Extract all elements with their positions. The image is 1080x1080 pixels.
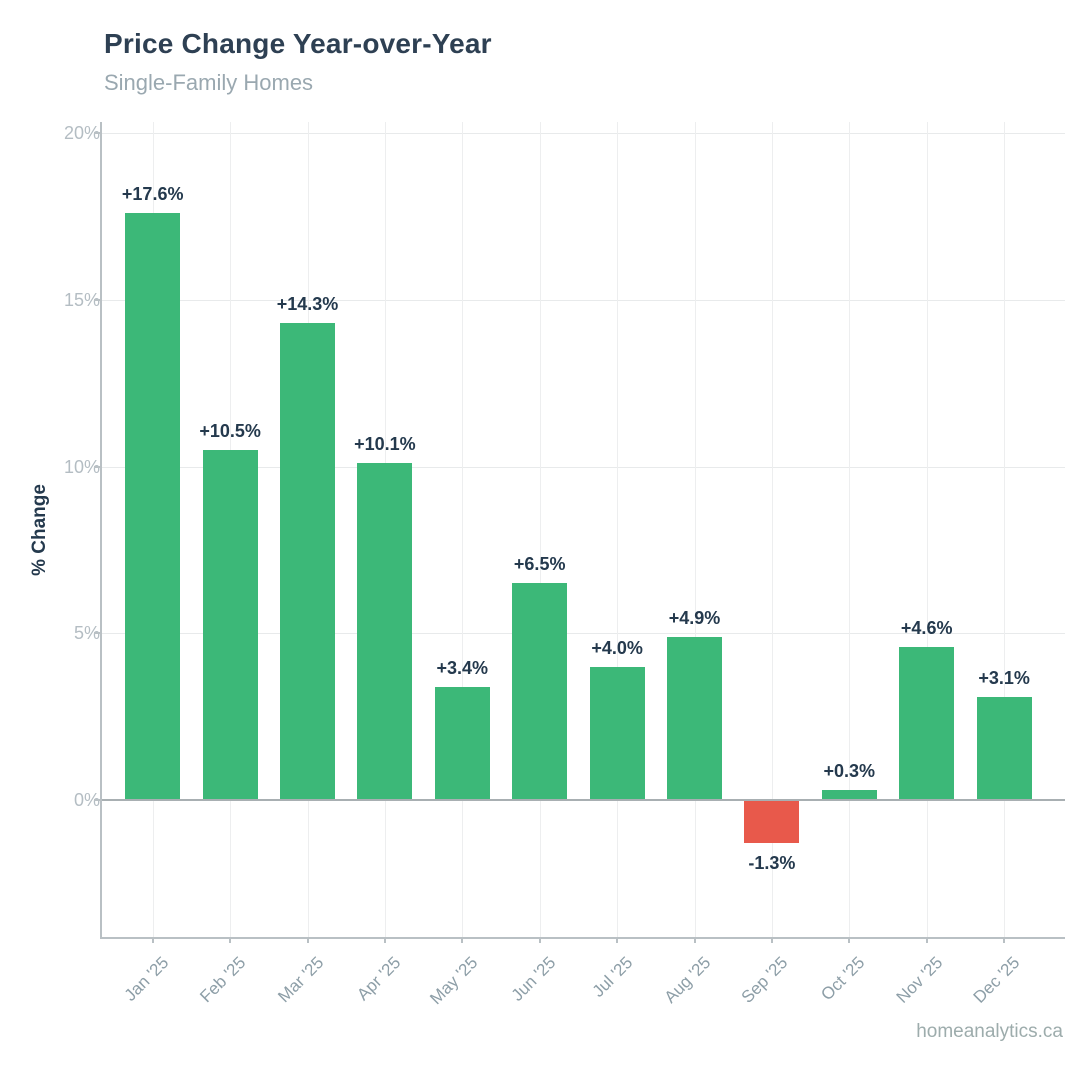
v-gridline — [1004, 122, 1006, 937]
bar-value-label: +6.5% — [513, 554, 566, 575]
x-tick-mark — [616, 937, 619, 943]
x-tick-mark — [925, 937, 928, 943]
v-gridline — [926, 122, 928, 937]
bar-value-label: +4.6% — [900, 617, 953, 638]
bar — [976, 696, 1032, 800]
bar — [357, 463, 413, 800]
bar — [667, 636, 722, 800]
bar — [899, 646, 955, 800]
zero-line — [102, 799, 1065, 801]
y-tick-label: 20% — [63, 123, 100, 143]
x-tick-mark — [229, 937, 232, 943]
x-tick-mark — [538, 937, 541, 943]
bar — [125, 213, 181, 800]
x-tick-mark — [306, 937, 309, 943]
bar-value-label: +14.3% — [276, 294, 339, 315]
x-tick-label: Apr '25 — [353, 953, 405, 1005]
bar-value-label: +17.6% — [121, 184, 184, 205]
y-tick-mark — [94, 632, 100, 635]
x-tick-mark — [770, 937, 773, 943]
brand-watermark: homeanalytics.ca — [916, 1021, 1063, 1042]
y-axis-title: % Change — [29, 484, 50, 576]
y-tick-label: 0% — [73, 790, 100, 810]
plot-area: 20% 15% 10% 5% 0% +17.6% Jan '25 +10.5% Feb '25 +… — [64, 122, 1065, 1008]
y-tick-mark — [94, 132, 100, 134]
h-gridline — [102, 466, 1065, 468]
x-tick-mark — [1003, 937, 1006, 943]
x-tick-mark — [151, 937, 154, 943]
x-tick-label: Jul '25 — [588, 953, 637, 1001]
bar-value-label: +4.0% — [591, 637, 643, 658]
h-gridline — [102, 633, 1065, 635]
y-tick-mark — [94, 465, 100, 468]
bar-value-label: +3.4% — [436, 657, 489, 678]
bar — [821, 789, 877, 800]
v-gridline — [849, 122, 851, 937]
h-gridline — [102, 299, 1065, 301]
y-tick-label: 10% — [63, 456, 100, 477]
chart-title: Price Change Year-over-Year — [104, 28, 492, 59]
y-tick-mark — [94, 799, 100, 801]
chart-subtitle: Single-Family Homes — [104, 70, 314, 95]
bar-value-label: +4.9% — [668, 607, 721, 628]
y-tick-mark — [94, 298, 100, 301]
bar-value-label: +10.5% — [199, 420, 261, 441]
x-tick-label: Feb '25 — [196, 953, 250, 1007]
bar — [202, 449, 258, 800]
v-gridline — [694, 122, 696, 937]
bar-value-label: -1.3% — [748, 853, 796, 874]
bar-value-label: +10.1% — [354, 434, 416, 455]
y-tick-label: 15% — [63, 289, 100, 310]
x-tick-mark — [383, 937, 386, 943]
bar — [434, 686, 490, 800]
x-tick-label: Oct '25 — [817, 953, 869, 1005]
bar-value-label: +0.3% — [823, 760, 876, 781]
x-tick-label: Jan '25 — [120, 953, 173, 1005]
h-gridline — [102, 133, 1065, 134]
x-tick-label: May '25 — [426, 953, 482, 1009]
bar — [744, 800, 800, 844]
bar — [512, 583, 568, 800]
y-tick-label: 5% — [73, 623, 100, 644]
x-tick-label: Sep '25 — [737, 953, 792, 1007]
x-tick-label: Jun '25 — [507, 953, 560, 1005]
x-tick-mark — [461, 937, 464, 943]
x-tick-mark — [693, 937, 696, 943]
x-tick-label: Dec '25 — [969, 953, 1024, 1007]
v-gridline — [539, 122, 541, 937]
v-gridline — [462, 122, 464, 937]
x-tick-mark — [848, 937, 851, 943]
x-tick-label: Nov '25 — [892, 953, 947, 1007]
x-tick-label: Mar '25 — [273, 953, 327, 1007]
v-gridline — [617, 122, 619, 937]
v-gridline — [771, 122, 773, 937]
x-tick-label: Aug '25 — [660, 953, 714, 1007]
bar-value-label: +3.1% — [978, 667, 1030, 688]
bar — [280, 323, 335, 800]
bar — [589, 666, 645, 800]
